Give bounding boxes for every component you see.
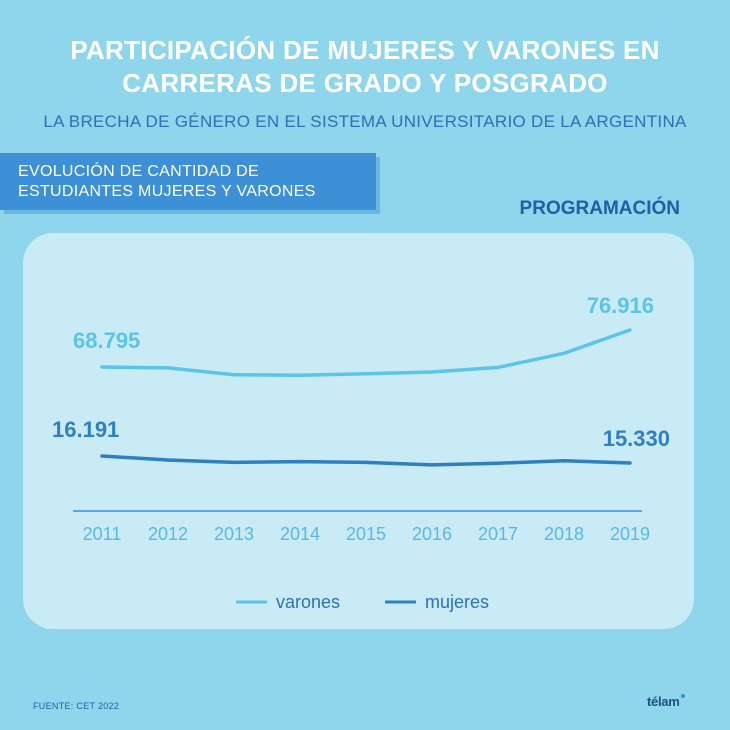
legend-label-mujeres: mujeres — [425, 592, 489, 612]
data-label-end-varones: 76.916 — [587, 293, 654, 318]
x-tick-label: 2017 — [478, 524, 518, 544]
chart-panel — [23, 233, 694, 629]
series-line-varones — [100, 328, 632, 377]
x-tick-label: 2015 — [346, 524, 386, 544]
telam-logo: télam — [647, 694, 680, 709]
legend-label-varones: varones — [276, 592, 340, 612]
data-label-end-mujeres: 15.330 — [603, 426, 670, 451]
section-banner: EVOLUCIÓN DE CANTIDAD DE ESTUDIANTES MUJ… — [0, 153, 376, 210]
page-subtitle: LA BRECHA DE GÉNERO EN EL SISTEMA UNIVER… — [43, 112, 687, 131]
page-title: PARTICIPACIÓN DE MUJERES Y VARONES EN CA… — [70, 35, 660, 98]
x-tick-label: 2014 — [280, 524, 320, 544]
x-tick-label: 2019 — [610, 524, 650, 544]
series-line-mujeres — [100, 454, 632, 467]
section-label: EVOLUCIÓN DE CANTIDAD DE ESTUDIANTES MUJ… — [18, 163, 316, 200]
data-label-start-varones: 68.795 — [73, 328, 140, 353]
logo-dot-icon — [681, 694, 685, 698]
source-note: FUENTE: CET 2022 — [33, 701, 120, 711]
data-label-start-mujeres: 16.191 — [52, 417, 119, 442]
x-tick-label: 2011 — [83, 524, 122, 544]
x-tick-label: 2012 — [148, 524, 188, 544]
x-tick-label: 2018 — [544, 524, 584, 544]
category-label: PROGRAMACIÓN — [519, 198, 680, 219]
x-tick-label: 2016 — [412, 524, 452, 544]
x-tick-label: 2013 — [214, 524, 254, 544]
